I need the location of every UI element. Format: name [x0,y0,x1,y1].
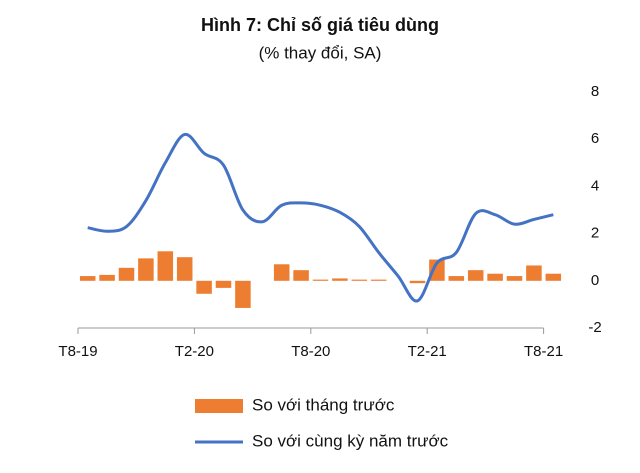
x-tick-label: T2-21 [408,343,447,360]
bar [487,273,503,281]
bar [526,265,542,281]
bar [118,267,135,281]
y-tick-label: 4 [591,177,599,194]
y-tick-label: 6 [591,130,599,147]
bar [235,280,251,308]
bar [351,279,368,281]
legend-swatch [195,399,243,413]
bar [545,273,562,281]
y-tick-label: 8 [591,83,599,100]
y-tick-label: 0 [591,272,599,289]
bar [196,280,212,294]
chart-subtitle: (% thay đổi, SA) [259,43,382,62]
y-tick-label: 2 [591,225,599,242]
x-tick-label: T8-20 [291,343,330,360]
y-tick-label: -2 [588,319,601,336]
x-tick-label: T8-19 [58,343,97,360]
x-tick-label: T2-20 [175,343,214,360]
bar [370,279,387,281]
bar [157,251,174,281]
bar [176,257,193,281]
bar [273,264,290,281]
bar [429,259,445,281]
bar [99,274,115,281]
bar [215,280,232,288]
legend-label: So với cùng kỳ năm trước [252,431,449,450]
bar [409,280,426,284]
x-tick-label: T8-21 [524,343,563,360]
bar [332,278,348,281]
bar [448,276,465,281]
bar [467,270,484,281]
chart-title: Hình 7: Chỉ số giá tiêu dùng [201,15,439,35]
line [87,132,554,303]
bar [293,270,309,281]
bar [138,258,154,281]
bar [506,276,523,281]
bar [312,279,329,281]
bar [79,276,96,281]
legend-label: So với tháng trước [252,395,395,414]
